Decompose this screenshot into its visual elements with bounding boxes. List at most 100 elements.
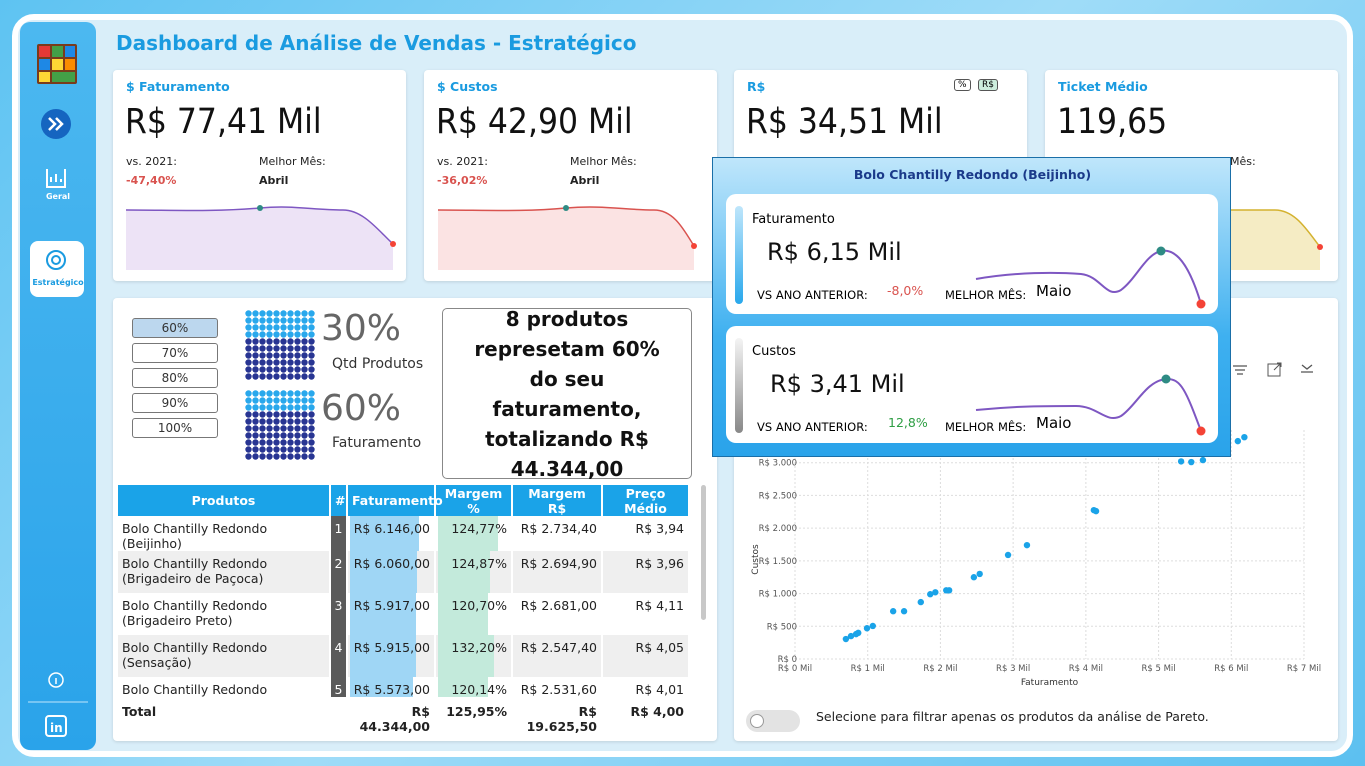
kpi-value: R$ 42,90 Mil [436, 102, 633, 142]
pareto-dot [266, 453, 273, 460]
pareto-dot [259, 439, 266, 446]
table-cell: 120,70% [435, 593, 513, 635]
pareto-option[interactable]: 90% [132, 393, 218, 413]
table-row[interactable]: Bolo Chantilly Redondo (Sensação) 4 R$ 5.9… [118, 635, 689, 677]
total-cell: R$ 19.625,50 [512, 702, 603, 736]
nav-label[interactable]: Geral [45, 192, 71, 201]
pareto-dot [308, 324, 315, 331]
pareto-dot [294, 390, 301, 397]
table-row[interactable]: Bolo Chantilly Redondo (Brigadeiro Preto… [118, 677, 689, 697]
pareto-option[interactable]: 100% [132, 418, 218, 438]
pareto-dot [287, 317, 294, 324]
scatter-point [1023, 541, 1031, 549]
chart-toolbar[interactable] [1229, 360, 1319, 380]
cell-text: Bolo Chantilly Redondo (Brigadeiro Preto… [122, 682, 268, 697]
pareto-dot [259, 331, 266, 338]
scatter-point [932, 589, 939, 596]
table-row[interactable]: Bolo Chantilly Redondo (Beijinho) 1 R$ 6.1… [118, 516, 689, 551]
kpi-title: $ Faturamento [126, 79, 230, 94]
pareto-option[interactable]: 60% [132, 318, 218, 338]
scatter-point [1177, 458, 1185, 465]
column-header: # [330, 485, 348, 516]
kpi-toggle[interactable]: % [954, 79, 971, 91]
cell-text: 120,14% [451, 682, 507, 697]
tooltip-best-value: Maio [1036, 414, 1072, 432]
cell-text: R$ 6.060,00 [353, 556, 430, 571]
pareto-option[interactable]: 80% [132, 368, 218, 388]
pareto-dot [266, 446, 273, 453]
pareto-dot [301, 331, 308, 338]
tooltip-title: Bolo Chantilly Redondo (Beijinho) [853, 167, 1092, 182]
nav-label[interactable]: Estratégico [32, 278, 84, 287]
cell-text: 120,70% [451, 598, 507, 613]
pareto-dot [301, 324, 308, 331]
toggle-knob[interactable] [750, 714, 764, 728]
qty-label: Qtd Produtos [332, 356, 424, 372]
pareto-dot [280, 397, 287, 404]
scatter-point [869, 622, 877, 630]
kpi-toggle[interactable]: R$ [978, 79, 998, 91]
x-tick-label: R$ 1 Mil [851, 664, 885, 674]
tooltip-card: Faturamento R$ 6,15 Mil VS ANO ANTERIOR: -8… [726, 194, 1218, 314]
total-cell: R$ 4,00 [602, 702, 690, 736]
table-row[interactable]: Bolo Chantilly Redondo (Brigadeiro de Pa… [118, 551, 689, 593]
pareto-dot [308, 439, 315, 446]
pareto-dot [287, 310, 294, 317]
scatter-point [1004, 551, 1012, 559]
column-header: Margem % [435, 485, 513, 516]
pareto-dot [308, 310, 315, 317]
pareto-dot [287, 446, 294, 453]
scrollbar[interactable] [701, 485, 706, 620]
sparkline-area [126, 207, 393, 270]
pareto-dot [308, 366, 315, 373]
table-cell: 4 [330, 635, 348, 677]
data-bar [350, 516, 419, 551]
pareto-dot [308, 317, 315, 324]
pareto-dot [245, 352, 252, 359]
table-cell: R$ 4,01 [602, 677, 689, 697]
pareto-dot [308, 331, 315, 338]
kpi-card: $ Faturamento R$ 77,41 Mil vs. 2021: -47,40… [113, 70, 406, 281]
pareto-toggle[interactable] [746, 710, 800, 732]
data-bar [438, 677, 488, 697]
pareto-dot [287, 404, 294, 411]
pareto-dot [252, 352, 259, 359]
pareto-dot [287, 366, 294, 373]
pareto-dot [273, 446, 280, 453]
pareto-dot [294, 359, 301, 366]
pareto-dot [266, 366, 273, 373]
pareto-dot [259, 411, 266, 418]
rev-label: Faturamento [332, 435, 422, 451]
pareto-option[interactable]: 70% [132, 343, 218, 363]
pareto-dot [259, 352, 266, 359]
cell-text: R$ 2.734,40 [520, 521, 597, 536]
pareto-dot [252, 425, 259, 432]
table-cell: R$ 2.681,00 [512, 593, 603, 635]
pareto-dot [301, 359, 308, 366]
total-cell: Total [118, 702, 348, 736]
x-tick-label: R$ 4 Mil [1069, 664, 1103, 674]
pareto-dot [252, 373, 259, 380]
pareto-dot [252, 411, 259, 418]
toggle-label: Selecione para filtrar apenas os produto… [816, 709, 1209, 724]
pareto-dot [259, 432, 266, 439]
table-row[interactable]: Bolo Chantilly Redondo (Brigadeiro Preto… [118, 593, 689, 635]
pareto-dot [287, 352, 294, 359]
table-cell: 120,14% [435, 677, 513, 697]
table-cell: 124,77% [435, 516, 513, 551]
scatter-point [1234, 437, 1242, 445]
x-tick-label: R$ 0 Mil [778, 664, 812, 674]
cell-text: 132,20% [451, 640, 507, 655]
pareto-dot [266, 345, 273, 352]
cell-text: 5 [334, 682, 343, 697]
pareto-dot [308, 425, 315, 432]
pareto-dot [280, 317, 287, 324]
pareto-dot [294, 439, 301, 446]
tooltip-best-value: Maio [1036, 282, 1072, 300]
pareto-dot [259, 338, 266, 345]
tooltip-label: Faturamento [752, 212, 835, 227]
pareto-dot [266, 352, 273, 359]
pareto-dot [252, 359, 259, 366]
pareto-dot [273, 397, 280, 404]
